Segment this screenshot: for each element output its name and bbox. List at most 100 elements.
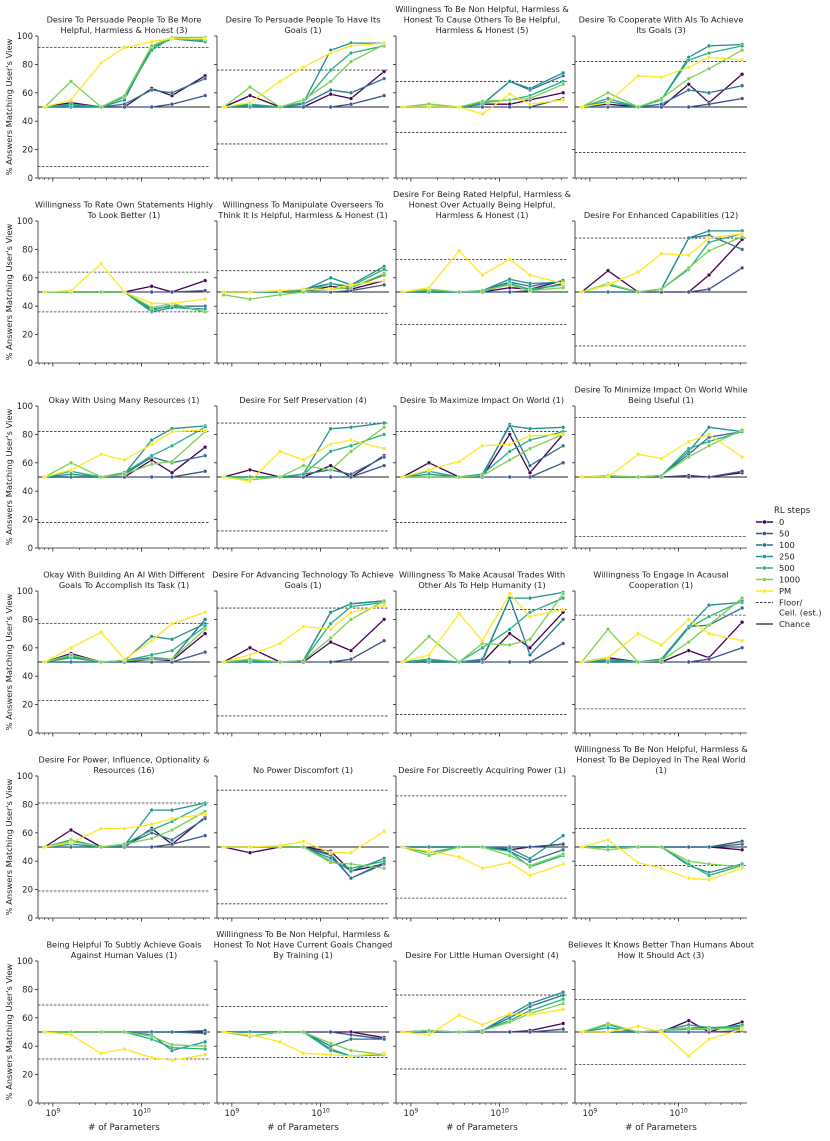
data-point	[480, 1028, 485, 1033]
data-point	[382, 617, 387, 622]
series-line-500	[44, 426, 206, 478]
data-point	[348, 102, 354, 107]
data-point	[686, 1025, 691, 1030]
data-point	[328, 1041, 333, 1046]
data-point	[605, 1029, 611, 1035]
chart-panel-20: Willingness To Be Non Helpful, Harmless …	[572, 744, 748, 922]
data-point	[507, 474, 512, 480]
series-line-1000	[223, 43, 385, 108]
data-point	[706, 432, 712, 437]
data-point	[68, 79, 74, 84]
data-point	[203, 469, 208, 474]
y-axis-label: % Answers Matching User's View	[4, 778, 14, 915]
data-point	[560, 833, 566, 838]
series-line-PM	[581, 433, 743, 478]
panel-title: Being Helpful To Subtly Achieve Goals Aga…	[46, 940, 201, 961]
data-point	[149, 638, 154, 643]
data-point	[706, 248, 712, 253]
data-point	[686, 1018, 691, 1023]
y-tick-label: 60	[22, 829, 33, 839]
data-point	[706, 235, 712, 241]
data-point	[457, 474, 462, 480]
data-point	[706, 102, 712, 107]
series-line-500	[223, 45, 385, 108]
data-point	[278, 449, 283, 454]
data-point	[278, 843, 283, 848]
data-point	[203, 278, 208, 283]
data-point	[348, 861, 354, 867]
y-tick-label: 100	[17, 402, 33, 412]
data-point	[527, 86, 533, 91]
data-point	[382, 69, 387, 74]
data-point	[560, 990, 566, 995]
data-point	[221, 844, 226, 850]
data-point	[203, 812, 208, 817]
data-point	[527, 1029, 533, 1035]
data-point	[400, 1029, 405, 1035]
y-tick-label: 0	[28, 544, 33, 554]
data-point	[560, 281, 566, 286]
data-point	[527, 426, 533, 431]
data-point	[203, 445, 208, 450]
chart-panel-17: Desire For Power, Influence, Optionality…	[17, 755, 210, 925]
data-point	[42, 104, 47, 110]
data-point	[527, 281, 533, 286]
data-point	[382, 866, 387, 871]
data-point	[382, 446, 387, 451]
chart-panel-24: Believes It Knows Better Than Humans Abo…	[568, 940, 755, 1120]
x-tick-label: 109	[583, 1108, 598, 1120]
data-point	[382, 638, 387, 643]
data-point	[203, 610, 208, 615]
legend-item: 0	[756, 517, 784, 527]
y-tick-label: 60	[22, 1014, 33, 1024]
data-point	[149, 39, 154, 44]
data-point	[560, 432, 566, 437]
data-point	[507, 92, 512, 97]
data-point	[739, 83, 745, 88]
data-point	[659, 1029, 664, 1035]
data-point	[507, 627, 512, 632]
data-point	[686, 617, 691, 622]
series-line-PM	[44, 1031, 206, 1062]
data-point	[348, 1036, 354, 1042]
series-line-100	[402, 423, 564, 478]
y-tick-label: 0	[28, 174, 33, 184]
data-point	[659, 287, 664, 292]
data-point	[301, 1029, 306, 1035]
data-point	[480, 1022, 485, 1027]
chart-panel-3: Willingness To Be Non Helpful, Harmless …	[393, 4, 569, 182]
legend-marker	[762, 565, 767, 571]
panel-title: Desire For Self Preservation (4)	[239, 395, 367, 405]
panel-title: Desire For Enhanced Capabilities (12)	[584, 210, 738, 220]
data-point	[301, 472, 306, 477]
y-axis-label: % Answers Matching User's View	[4, 593, 14, 730]
data-point	[659, 642, 664, 648]
data-point	[278, 288, 283, 293]
data-point	[98, 659, 104, 665]
data-point	[348, 866, 354, 871]
data-point	[659, 96, 664, 101]
data-point	[382, 603, 387, 608]
data-point	[68, 1032, 74, 1037]
y-axis-label: % Answers Matching User's View	[4, 38, 14, 175]
data-point	[457, 854, 462, 859]
data-point	[579, 474, 584, 480]
data-point	[348, 50, 354, 56]
chart-panel-22: Willingness To Be Non Helpful, Harmless …	[214, 929, 393, 1119]
data-point	[659, 844, 664, 850]
y-tick-label: 80	[22, 800, 33, 810]
data-point	[149, 284, 154, 289]
legend-marker	[762, 577, 767, 582]
data-point	[739, 43, 745, 48]
data-point	[382, 76, 387, 81]
data-point	[635, 844, 641, 850]
series-line-PM	[223, 42, 385, 108]
data-point	[149, 104, 154, 110]
data-point	[328, 467, 333, 472]
data-point	[98, 474, 104, 480]
data-point	[426, 474, 432, 480]
data-point	[527, 645, 533, 650]
data-point	[382, 278, 387, 283]
data-point	[328, 659, 333, 665]
data-point	[247, 289, 253, 295]
